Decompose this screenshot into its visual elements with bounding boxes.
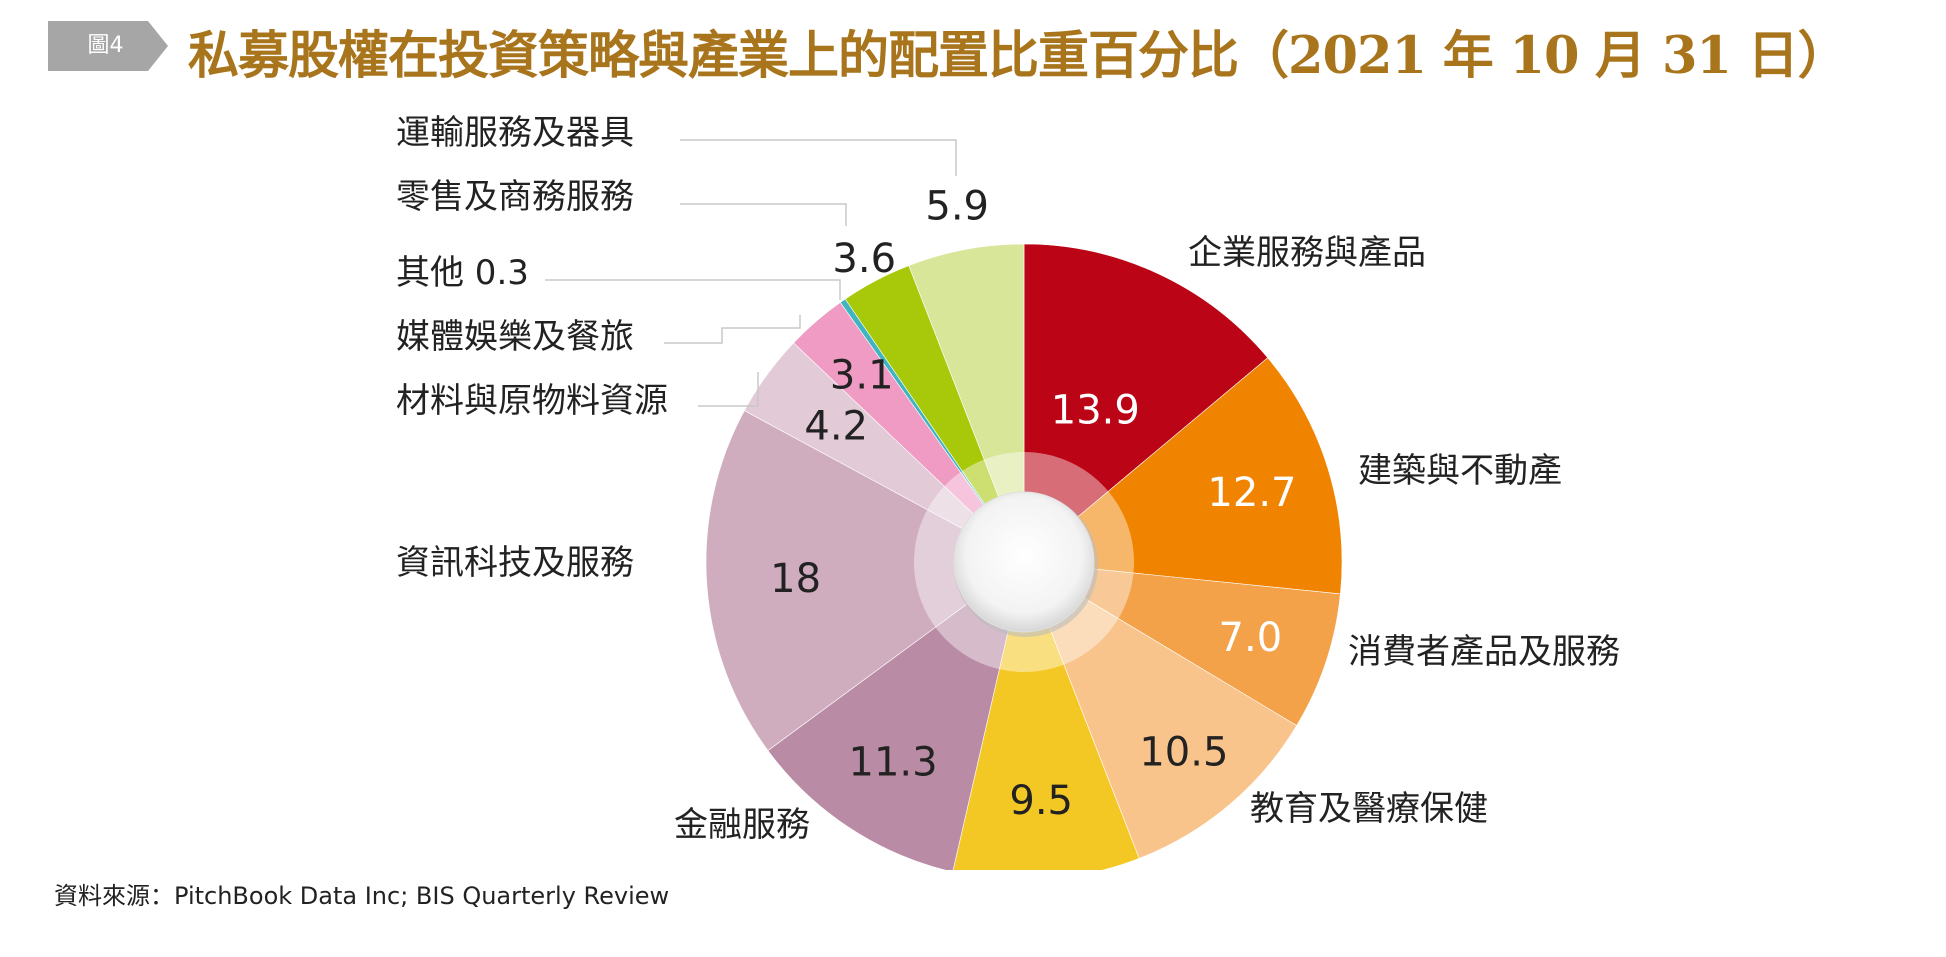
leader-line (664, 315, 801, 344)
slice-4 (1023, 561, 1298, 859)
category-label: 建築與不動產 (1358, 451, 1562, 491)
category-labels: 企業服務與產品建築與不動產消費者產品及服務教育及醫療保健能源金融服務資訊科技及服… (396, 113, 1620, 845)
value-label: 12.7 (1207, 470, 1296, 516)
value-labels: 13.9 12.7 7.0 10.5 9.5 11.3 18 4.2 3.1 3.6 5.9 (770, 184, 1296, 824)
slice-6 (767, 561, 1025, 870)
category-label: 材料與原物料資源 (396, 381, 668, 421)
value-label: 13.9 (1051, 387, 1140, 433)
value-label: 4.2 (804, 404, 868, 450)
donut-hub (914, 452, 1134, 672)
value-label: 18 (770, 556, 821, 602)
leader-line (680, 139, 957, 176)
leader-line (545, 279, 841, 300)
category-label: 金融服務 (674, 805, 810, 845)
leader-line (698, 372, 759, 407)
pie-chart: 13.9 12.7 7.0 10.5 9.5 11.3 18 4.2 3.1 3.6 5.9 企業服… (396, 113, 1620, 870)
slice-12 (908, 243, 1025, 563)
category-label: 資訊科技及服務 (396, 543, 634, 583)
leader-line (680, 203, 847, 226)
slice-7 (705, 410, 1025, 751)
center-hole (953, 491, 1095, 633)
pie-slices (705, 243, 1343, 870)
leader-lines (545, 139, 957, 407)
value-label: 3.1 (830, 352, 894, 398)
slice-1 (1023, 243, 1269, 563)
value-label: 11.3 (849, 739, 938, 785)
value-label: 3.6 (832, 236, 896, 282)
category-label: 企業服務與產品 (1188, 233, 1426, 273)
slice-5 (952, 560, 1140, 870)
category-label: 教育及醫療保健 (1250, 789, 1488, 829)
figure-number: 圖4 (87, 33, 124, 58)
slice-3 (1023, 561, 1341, 727)
category-label: 媒體娛樂及餐旅 (396, 317, 634, 357)
category-label: 消費者產品及服務 (1348, 632, 1620, 672)
slice-2 (1023, 357, 1343, 595)
value-label: 10.5 (1139, 730, 1228, 776)
category-label: 運輸服務及器具 (396, 113, 634, 153)
page-title: 私募股權在投資策略與產業上的配置比重百分比（2021 年 10 月 31 日） (188, 26, 1849, 86)
value-label: 5.9 (925, 184, 989, 230)
category-label: 其他 0.3 (396, 253, 529, 293)
source-note: 資料來源：PitchBook Data Inc; BIS Quarterly R… (54, 882, 670, 910)
value-label: 9.5 (1009, 778, 1073, 824)
value-label: 7.0 (1219, 615, 1283, 661)
category-label: 零售及商務服務 (396, 177, 634, 217)
figure-badge (48, 21, 168, 71)
